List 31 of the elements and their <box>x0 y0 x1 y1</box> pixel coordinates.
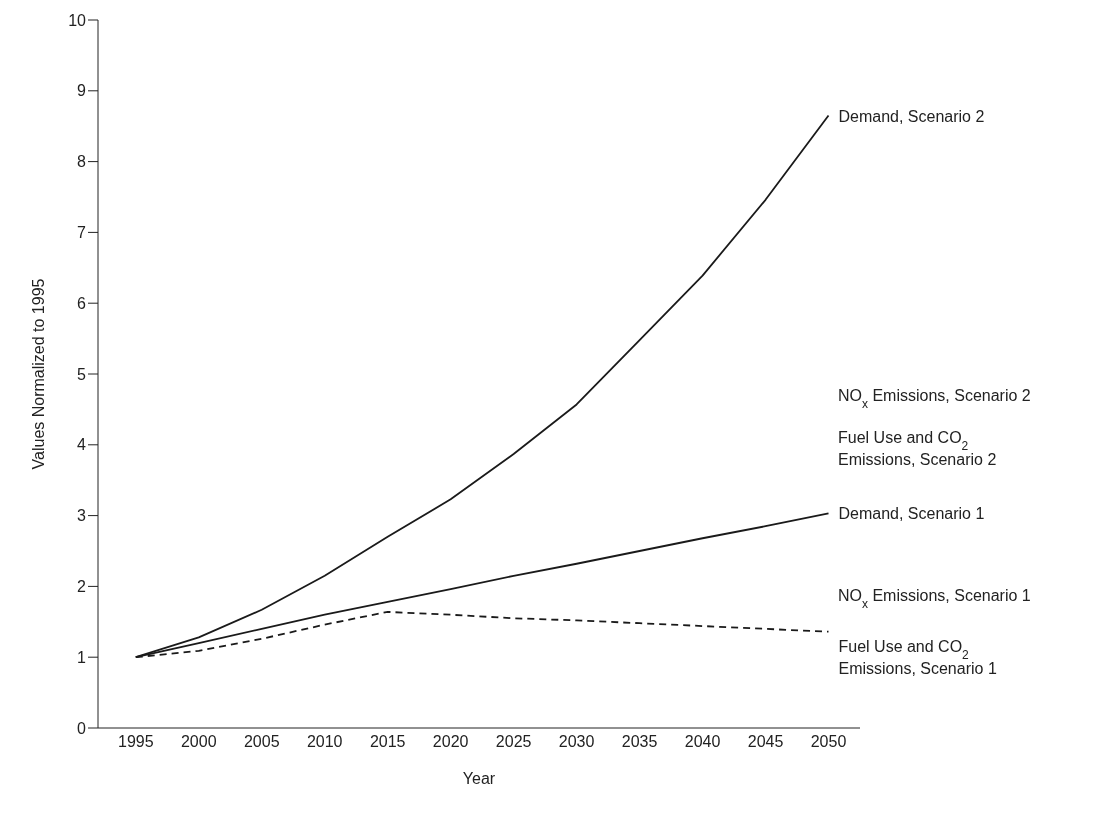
y-tick-label: 10 <box>68 11 87 29</box>
y-tick-label: 9 <box>77 82 87 100</box>
y-axis-title: Values Normalized to 1995 <box>29 278 47 470</box>
series-label: Fuel Use and CO$_{2}$ Emissions, Scenario 1 <box>838 637 997 677</box>
x-tick-label: 2015 <box>369 733 406 751</box>
y-tick-label: 8 <box>77 153 87 171</box>
x-axis-title: Year <box>462 770 496 787</box>
x-tick-label: 2020 <box>432 733 469 751</box>
y-tick-label: 5 <box>77 365 87 383</box>
x-tick-label: 2025 <box>495 733 532 751</box>
series-label: Demand, Scenario 2 <box>838 107 985 125</box>
y-tick-label: 6 <box>77 294 87 312</box>
series-label: Demand, Scenario 1 <box>838 505 985 523</box>
x-tick-label: 1995 <box>117 733 154 751</box>
x-tick-label: 2005 <box>243 733 280 751</box>
y-tick-label: 0 <box>77 719 87 737</box>
x-tick-label: 2050 <box>810 733 847 751</box>
x-tick-label: 2000 <box>180 733 217 751</box>
annotation: NO$_{x}$ Emissions, Scenario 2 <box>838 387 1031 411</box>
y-tick-label: 4 <box>77 436 87 454</box>
x-tick-label: 2035 <box>621 733 658 751</box>
x-tick-label: 2010 <box>306 733 343 751</box>
y-tick-label: 7 <box>77 224 87 242</box>
x-tick-label: 2045 <box>747 733 784 751</box>
x-tick-label: 2030 <box>558 733 595 751</box>
annotation: NO$_{x}$ Emissions, Scenario 1 <box>838 587 1031 611</box>
y-tick-label: 1 <box>77 648 87 666</box>
annotation: Fuel Use and CO$_{2}$ Emissions, Scenario 2 <box>838 429 997 468</box>
x-tick-label: 2040 <box>684 733 721 751</box>
y-tick-label: 2 <box>77 578 87 596</box>
y-tick-label: 3 <box>77 507 87 525</box>
